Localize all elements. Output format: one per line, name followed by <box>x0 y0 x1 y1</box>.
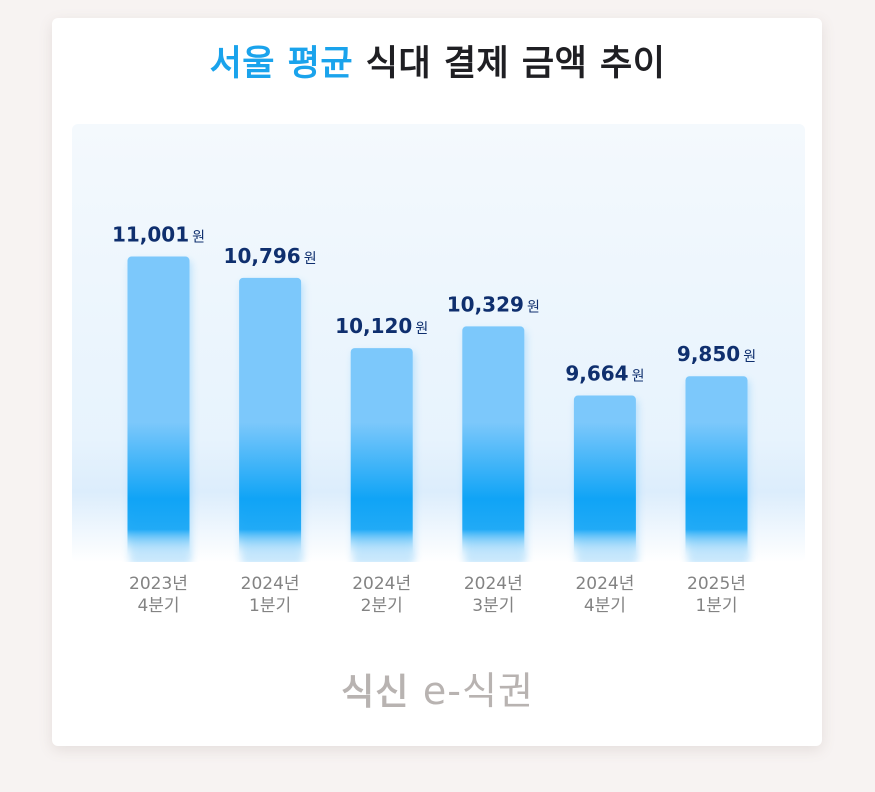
x-tick-label: 2024년 2분기 <box>352 574 412 616</box>
brand-logo: 식신 e-식권 <box>0 660 875 715</box>
value-label: 9,850 원 <box>677 342 756 366</box>
bar <box>462 326 525 560</box>
value-label: 10,796 원 <box>224 244 317 268</box>
x-tick-label: 2024년 3분기 <box>463 574 523 616</box>
x-tick-label: 2024년 1분기 <box>240 574 300 616</box>
x-tick-label: 2025년 1분기 <box>687 574 746 616</box>
value-label: 9,664 원 <box>565 362 644 386</box>
plot-area: 11,001 원 10,796 원 10,120 원 10,329 원 9,664 원 9,850 원 <box>72 124 805 562</box>
bar <box>685 376 748 560</box>
bar <box>573 395 636 560</box>
value-label: 10,120 원 <box>335 314 428 338</box>
value-label: 10,329 원 <box>447 292 540 316</box>
bar <box>239 277 302 560</box>
x-tick-label: 2024년 4분기 <box>575 574 635 616</box>
bar <box>127 256 190 560</box>
logo-sikshin: 식신 <box>341 672 410 713</box>
chart-title: 서울 평균 식대 결제 금액 추이 <box>0 42 875 86</box>
bar <box>350 348 413 560</box>
x-tick-label: 2023년 4분기 <box>129 574 188 616</box>
bar-chart: 11,001 원 10,796 원 10,120 원 10,329 원 9,664 원 9,850 원 <box>112 223 756 562</box>
value-label: 11,001 원 <box>112 223 205 247</box>
title-highlight: 서울 평균 <box>209 44 366 84</box>
logo-e-voucher: e-식권 <box>422 669 534 713</box>
title-rest: 식대 결제 금액 추이 <box>365 44 666 84</box>
